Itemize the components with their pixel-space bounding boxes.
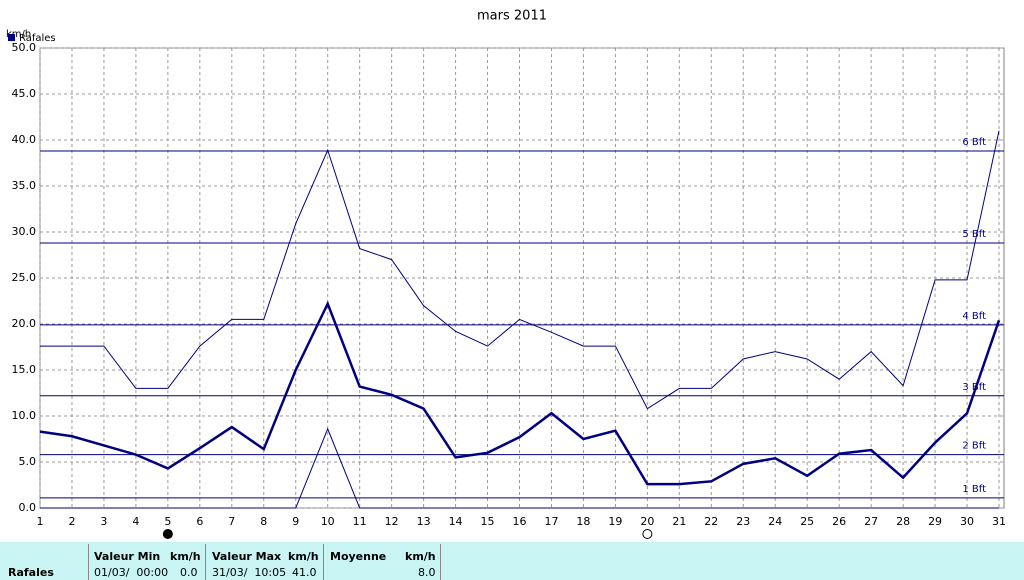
unit: km/h	[288, 550, 319, 563]
series-line	[40, 130, 1000, 410]
x-tick-label: 25	[800, 515, 814, 528]
stats-table: Rafales Valeur Min km/h 01/03/ 00:00 0.0…	[0, 542, 1024, 580]
x-tick-label: 5	[164, 515, 171, 528]
date: 01/03/ 00:00	[94, 566, 169, 579]
chart: mars 2011 km/h 0.0 5.0 10.0 15.0 20.0 25.0 30.…	[6, 9, 1006, 539]
y-tick-label: 50.0	[12, 41, 37, 54]
x-tick-label: 22	[704, 515, 718, 528]
reference-label: 4 Bft	[962, 311, 986, 322]
header: Valeur Min	[94, 550, 161, 563]
value: 0.0	[180, 566, 198, 579]
y-tick-label: 35.0	[12, 179, 37, 192]
x-tick-label: 13	[417, 515, 431, 528]
x-tick-label: 29	[928, 515, 942, 528]
legend-label: Rafales	[19, 33, 56, 44]
x-tick-label: 23	[736, 515, 750, 528]
y-tick-label: 0.0	[19, 501, 37, 514]
separator	[323, 544, 324, 580]
x-tick-label: 26	[832, 515, 846, 528]
unit: km/h	[170, 550, 201, 563]
header: Moyenne	[330, 550, 387, 563]
y-tick-label: 5.0	[19, 455, 37, 468]
series-line	[39, 300, 1001, 486]
x-tick-label: 7	[228, 515, 235, 528]
x-tick-label: 12	[385, 515, 399, 528]
x-tick-label: 10	[321, 515, 335, 528]
chart-title: mars 2011	[477, 9, 547, 24]
y-tick-label: 25.0	[12, 271, 37, 284]
x-tick-label: 11	[353, 515, 367, 528]
y-tick-label: 30.0	[12, 225, 37, 238]
x-tick-label: 21	[672, 515, 686, 528]
y-tick-label: 45.0	[12, 87, 37, 100]
y-axis-label: km/h	[6, 29, 31, 40]
moon-phase	[162, 529, 173, 539]
reference-label: 5 Bft	[962, 229, 986, 240]
x-tick-label: 17	[544, 515, 558, 528]
separator	[205, 544, 206, 580]
x-tick-label: 4	[132, 515, 139, 528]
value: 41.0	[292, 566, 317, 579]
x-tick-label: 24	[768, 515, 782, 528]
x-tick-label: 6	[196, 515, 203, 528]
reference-label: 3 Bft	[962, 382, 986, 393]
separator	[440, 544, 441, 580]
x-tick-label: 8	[260, 515, 267, 528]
x-tick-label: 14	[449, 515, 463, 528]
reference-label: 2 Bft	[962, 441, 986, 452]
x-tick-label: 31	[992, 515, 1006, 528]
reference-label: 1 Bft	[962, 484, 986, 495]
separator	[88, 544, 89, 580]
x-tick-label: 2	[68, 515, 75, 528]
x-tick-label: 30	[960, 515, 974, 528]
x-tick-label: 9	[292, 515, 299, 528]
x-tick-label: 20	[640, 515, 654, 528]
legend-swatch	[8, 34, 15, 41]
moon-phase	[642, 529, 653, 539]
x-tick-label: 16	[513, 515, 527, 528]
x-tick-label: 28	[896, 515, 910, 528]
y-tick-label: 15.0	[12, 363, 37, 376]
reference-label: 6 Bft	[962, 137, 986, 148]
series-line	[40, 427, 999, 509]
row-label: Rafales	[8, 566, 54, 579]
x-tick-label: 1	[37, 515, 44, 528]
x-tick-label: 19	[608, 515, 622, 528]
x-tick-label: 3	[100, 515, 107, 528]
date: 31/03/ 10:05	[212, 566, 287, 579]
unit: km/h	[405, 550, 436, 563]
y-tick-label: 40.0	[12, 133, 37, 146]
value: 8.0	[418, 566, 436, 579]
header: Valeur Max	[212, 550, 282, 563]
x-tick-label: 27	[864, 515, 878, 528]
x-tick-label: 18	[576, 515, 590, 528]
y-tick-label: 10.0	[12, 409, 37, 422]
y-tick-label: 20.0	[12, 317, 37, 330]
x-tick-label: 15	[481, 515, 495, 528]
